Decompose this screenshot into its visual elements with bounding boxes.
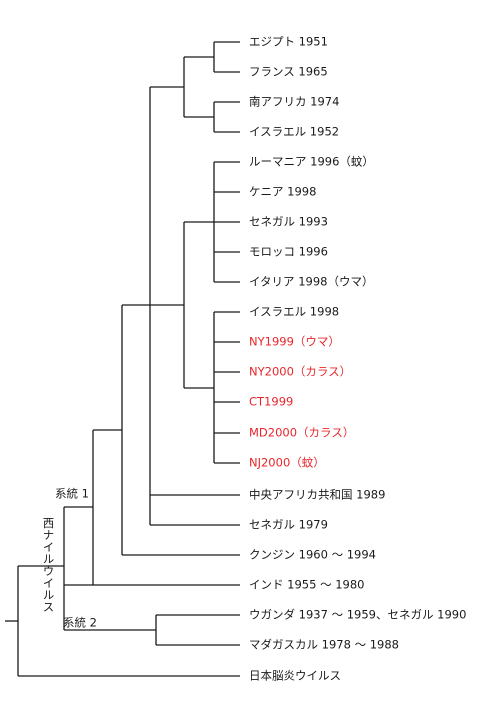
leaf-label-20: ウガンダ 1937 ～ 1959、セネガル 1990: [249, 608, 466, 622]
leaf-label-19: インド 1955 ～ 1980: [249, 578, 365, 592]
leaf-label-1: エジプト 1951: [249, 35, 328, 49]
leaf-label-5: ルーマニア 1996（蚊）: [249, 155, 374, 169]
leaf-label-21: マダガスカル 1978 ～ 1988: [249, 638, 399, 652]
leaf-label-11: NY1999（ウマ）: [249, 335, 340, 349]
leaf-label-2: フランス 1965: [249, 65, 328, 79]
leaf-label-14: MD2000（カラス）: [249, 426, 354, 440]
leaf-label-16: 中央アフリカ共和国 1989: [249, 488, 385, 502]
leaf-label-9: イタリア 1998（ウマ）: [249, 275, 373, 289]
leaf-label-15: NJ2000（蚊）: [249, 456, 325, 470]
leaf-label-4: イスラエル 1952: [249, 125, 339, 139]
leaf-label-3: 南アフリカ 1974: [249, 95, 339, 109]
west-nile-virus-label: 西ナイルウイルス: [42, 517, 56, 613]
lineage2-label: 系統 2: [63, 616, 97, 630]
lineage1-label: 系統 1: [55, 487, 89, 501]
leaf-label-13: CT1999: [249, 395, 293, 409]
leaf-label-8: モロッコ 1996: [249, 245, 328, 259]
leaf-label-17: セネガル 1979: [249, 518, 328, 532]
leaf-label-22: 日本脳炎ウイルス: [249, 669, 341, 683]
leaf-label-7: セネガル 1993: [249, 215, 328, 229]
leaf-label-12: NY2000（カラス）: [249, 365, 351, 379]
leaf-label-18: クンジン 1960 ～ 1994: [249, 548, 376, 562]
leaf-label-6: ケニア 1998: [249, 185, 316, 199]
leaf-label-10: イスラエル 1998: [249, 305, 339, 319]
